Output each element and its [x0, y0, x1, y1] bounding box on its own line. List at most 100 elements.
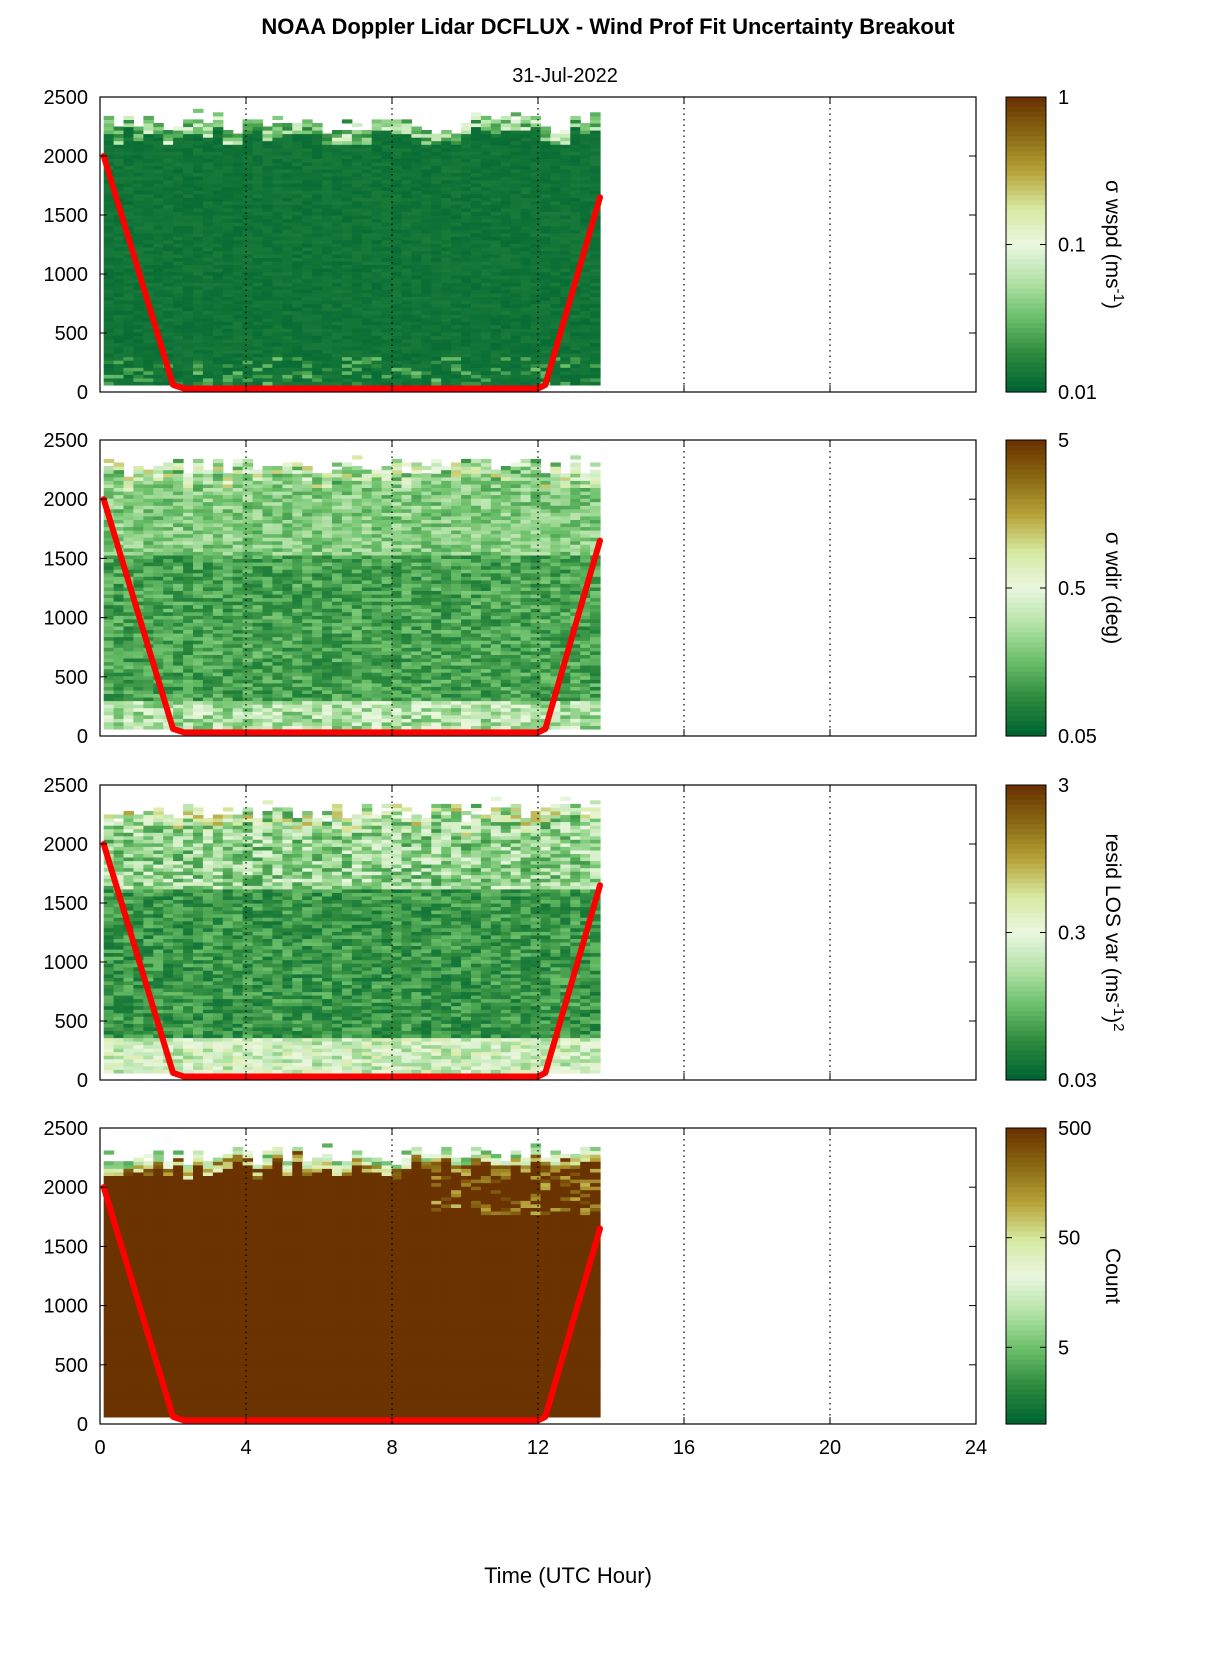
heatmap-cell: [292, 324, 303, 329]
heatmap-cell: [173, 289, 184, 294]
heatmap-cell: [341, 261, 353, 266]
heatmap-cell: [540, 271, 551, 276]
heatmap-cell: [153, 356, 164, 361]
heatmap-cell: [212, 204, 224, 209]
heatmap-cell: [113, 508, 125, 513]
heatmap-cell: [520, 303, 532, 308]
colorbar-segment: [1006, 352, 1046, 359]
heatmap-cell: [103, 526, 115, 531]
heatmap-cell: [193, 650, 204, 655]
heatmap-cell: [381, 342, 393, 347]
heatmap-cell: [361, 331, 373, 336]
heatmap-cell: [153, 346, 164, 351]
heatmap-cell: [431, 232, 442, 237]
heatmap-cell: [262, 193, 273, 198]
heatmap-cell: [580, 123, 591, 128]
heatmap-cell: [530, 356, 542, 361]
heatmap-cell: [292, 331, 303, 336]
heatmap-cell: [103, 700, 115, 705]
heatmap-cell: [590, 300, 601, 305]
heatmap-cell: [312, 250, 323, 255]
heatmap-cell: [272, 193, 283, 198]
heatmap-cell: [431, 172, 442, 177]
heatmap-cell: [183, 193, 194, 198]
heatmap-cell: [262, 261, 273, 266]
heatmap-cell: [461, 243, 472, 248]
heatmap-cell: [163, 165, 174, 170]
heatmap-cell: [431, 197, 442, 202]
heatmap-cell: [183, 672, 194, 677]
heatmap-cell: [451, 296, 462, 301]
heatmap-cell: [560, 186, 571, 191]
heatmap-cell: [103, 576, 115, 581]
heatmap-cell: [490, 172, 502, 177]
heatmap-cell: [103, 704, 115, 709]
heatmap-cell: [411, 363, 422, 368]
heatmap-cell: [540, 307, 551, 312]
heatmap-cell: [133, 650, 144, 655]
heatmap-cell: [143, 611, 154, 616]
heatmap-cell: [133, 158, 144, 163]
heatmap-cell: [103, 558, 115, 563]
heatmap-cell: [252, 232, 264, 237]
heatmap-cell: [500, 321, 512, 326]
heatmap-cell: [540, 335, 551, 340]
heatmap-cell: [292, 176, 303, 181]
heatmap-cell: [580, 363, 591, 368]
heatmap-cell: [163, 321, 174, 326]
heatmap-cell: [351, 222, 363, 227]
heatmap-cell: [421, 200, 432, 205]
heatmap-cell: [242, 236, 254, 241]
heatmap-cell: [133, 505, 144, 510]
heatmap-cell: [133, 154, 144, 159]
heatmap-cell: [193, 661, 204, 666]
heatmap-cell: [550, 331, 561, 336]
heatmap-cell: [332, 236, 343, 241]
heatmap-cell: [113, 530, 125, 535]
heatmap-cell: [292, 232, 303, 237]
heatmap-cell: [282, 126, 293, 131]
colorbar-segment: [1006, 328, 1046, 334]
heatmap-cell: [381, 292, 393, 297]
heatmap-cell: [341, 211, 353, 216]
heatmap-cell: [302, 229, 313, 234]
heatmap-cell: [242, 533, 254, 538]
heatmap-cell: [103, 636, 115, 641]
heatmap-cell: [153, 562, 164, 567]
heatmap-cell: [590, 292, 601, 297]
heatmap-cell: [411, 275, 422, 280]
heatmap-cell: [570, 236, 581, 241]
heatmap-cell: [232, 615, 244, 620]
heatmap-cell: [590, 126, 601, 131]
heatmap-cell: [292, 370, 303, 375]
heatmap-cell: [262, 211, 273, 216]
heatmap-cell: [341, 204, 353, 209]
heatmap-cell: [123, 501, 134, 506]
heatmap-cell: [371, 338, 383, 343]
heatmap-cell: [411, 140, 422, 145]
heatmap-cell: [381, 154, 393, 159]
heatmap-cell: [540, 165, 551, 170]
heatmap-cell: [332, 232, 343, 237]
heatmap-cell: [322, 377, 333, 382]
heatmap-cell: [103, 331, 115, 336]
heatmap-cell: [292, 179, 303, 184]
heatmap-cell: [173, 257, 184, 262]
heatmap-cell: [103, 253, 115, 258]
heatmap-cell: [480, 289, 492, 294]
heatmap-cell: [103, 625, 115, 631]
heatmap-cell: [262, 367, 273, 372]
heatmap-cell: [580, 338, 591, 343]
heatmap-cell: [282, 225, 293, 230]
heatmap-cell: [580, 328, 591, 333]
heatmap-cell: [510, 172, 522, 177]
heatmap-cell: [183, 721, 194, 726]
heatmap-cell: [183, 253, 194, 258]
heatmap-cell: [103, 458, 115, 464]
heatmap-cell: [540, 204, 551, 209]
heatmap-cell: [421, 377, 432, 382]
heatmap-cell: [123, 618, 134, 623]
heatmap-cell: [322, 331, 333, 336]
heatmap-cell: [143, 665, 154, 670]
heatmap-cell: [500, 363, 512, 368]
